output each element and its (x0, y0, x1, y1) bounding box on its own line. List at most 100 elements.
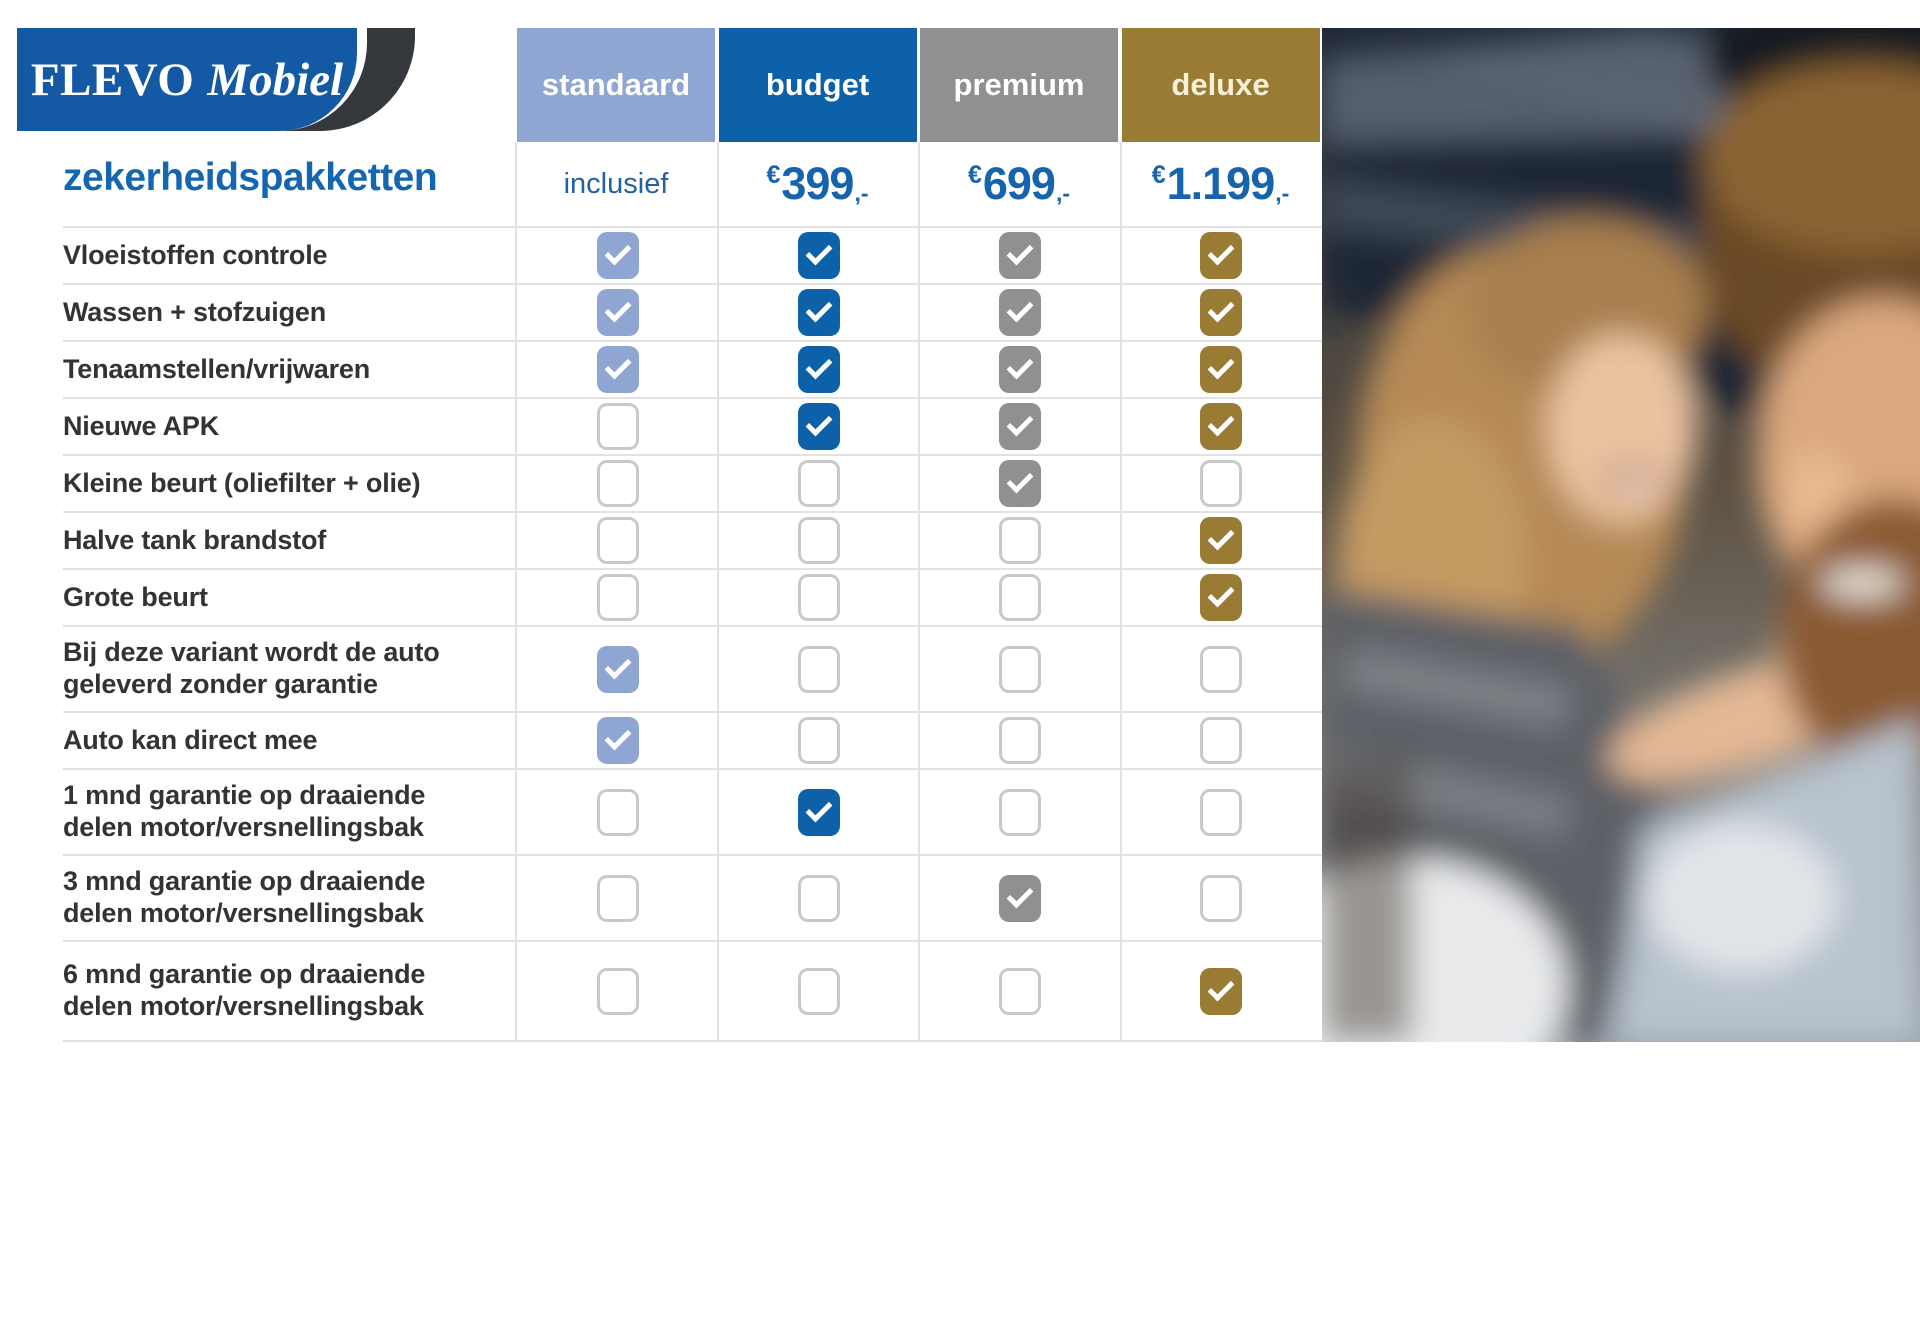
vertical-divider (918, 142, 920, 1040)
checkbox-checked-icon (998, 874, 1041, 922)
row-label: Grote beurt (63, 581, 208, 612)
checkbox-checked-icon (1199, 574, 1242, 621)
check-cell-premium (919, 403, 1120, 450)
check-cell-deluxe (1120, 517, 1321, 564)
checkbox-empty-icon (596, 967, 639, 1015)
price-suf: ,- (854, 179, 869, 206)
check-cell-standaard (517, 645, 718, 693)
check-cell-budget (718, 717, 919, 764)
table-row: Bij deze variant wordt de auto geleverd … (63, 627, 1322, 713)
checkbox-empty-icon (596, 788, 639, 836)
column-label: standaard (541, 67, 691, 102)
logo-plate: FLEVO Mobiel (17, 28, 357, 131)
checkbox-empty-icon (797, 517, 840, 564)
checkbox-checked-icon (1199, 232, 1242, 279)
checkbox-checked-icon (596, 717, 639, 764)
checkbox-checked-icon (596, 232, 639, 279)
row-label: Nieuwe APK (63, 410, 220, 441)
check-cell-premium (919, 346, 1120, 393)
row-label: Wassen + stofzuigen (63, 296, 326, 327)
checkbox-checked-icon (797, 346, 840, 393)
check-cell-budget (718, 289, 919, 336)
checkbox-checked-icon (1199, 289, 1242, 336)
checkbox-empty-icon (998, 788, 1041, 836)
table-row: 1 mnd garantie op draaiende delen motor/… (63, 770, 1322, 856)
check-cell-budget (718, 874, 919, 922)
table-row: Halve tank brandstof (63, 513, 1322, 570)
table-row: Wassen + stofzuigen (63, 285, 1322, 342)
check-cell-budget (718, 788, 919, 836)
price-standaard: inclusief (517, 142, 715, 226)
check-cell-budget (718, 232, 919, 279)
checkbox-empty-icon (596, 574, 639, 621)
price-value: €699 ,- (968, 142, 1070, 226)
check-cell-deluxe (1120, 289, 1321, 336)
check-cell-budget (718, 346, 919, 393)
checkbox-checked-icon (797, 289, 840, 336)
table-row: Nieuwe APK (63, 399, 1322, 456)
column-label: budget (765, 67, 870, 102)
checkbox-empty-icon (1199, 645, 1242, 693)
check-cell-standaard (517, 517, 718, 564)
checkbox-empty-icon (998, 645, 1041, 693)
checkbox-checked-icon (998, 346, 1041, 393)
checkbox-checked-icon (797, 232, 840, 279)
checkbox-checked-icon (998, 232, 1041, 279)
table-row: Tenaamstellen/vrijwaren (63, 342, 1322, 399)
row-label: Kleine beurt (oliefilter + olie) (63, 467, 421, 498)
check-cell-premium (919, 289, 1120, 336)
vertical-divider (1119, 142, 1122, 1040)
check-cell-standaard (517, 232, 718, 279)
price-amt: 1.199 (1166, 158, 1276, 209)
check-cell-premium (919, 574, 1120, 621)
check-cell-premium (919, 788, 1120, 836)
check-cell-deluxe (1120, 717, 1321, 764)
flevo-mobiel-logo: FLEVO Mobiel (17, 28, 415, 131)
brand-name-accent: Mobiel (207, 53, 344, 106)
check-cell-deluxe (1120, 460, 1321, 507)
check-cell-standaard (517, 289, 718, 336)
check-cell-standaard (517, 874, 718, 922)
check-cell-premium (919, 717, 1120, 764)
price-value: €399 ,- (766, 142, 868, 226)
checkbox-checked-icon (1199, 517, 1242, 564)
checkbox-checked-icon (797, 788, 840, 836)
check-cell-premium (919, 232, 1120, 279)
checkbox-empty-icon (596, 517, 639, 564)
price-premium: €699 ,- (920, 142, 1118, 226)
brand-name: FLEVO (30, 53, 195, 106)
checkbox-empty-icon (797, 874, 840, 922)
check-cell-premium (919, 517, 1120, 564)
row-label: Vloeistoffen controle (63, 239, 328, 270)
checkbox-checked-icon (1199, 403, 1242, 450)
checkbox-empty-icon (797, 460, 840, 507)
checkbox-empty-icon (596, 403, 639, 450)
checkbox-empty-icon (596, 460, 639, 507)
row-label: 1 mnd garantie op draaiende delen motor/… (63, 780, 426, 842)
check-cell-deluxe (1120, 874, 1321, 922)
couple-in-car-photo (1322, 28, 1920, 1042)
check-cell-budget (718, 517, 919, 564)
check-cell-premium (919, 874, 1120, 922)
check-cell-standaard (517, 574, 718, 621)
check-cell-premium (919, 645, 1120, 693)
check-cell-deluxe (1120, 346, 1321, 393)
check-cell-budget (718, 574, 919, 621)
check-cell-standaard (517, 967, 718, 1015)
check-cell-premium (919, 967, 1120, 1015)
row-label: Tenaamstellen/vrijwaren (63, 353, 371, 384)
price-budget: €399 ,- (719, 142, 917, 226)
check-cell-deluxe (1120, 574, 1321, 621)
table-row: Kleine beurt (oliefilter + olie) (63, 456, 1322, 513)
check-cell-standaard (517, 717, 718, 764)
checkbox-empty-icon (998, 717, 1041, 764)
checkbox-empty-icon (1199, 788, 1242, 836)
check-cell-deluxe (1120, 788, 1321, 836)
check-cell-deluxe (1120, 967, 1321, 1015)
check-cell-standaard (517, 460, 718, 507)
checkbox-empty-icon (1199, 874, 1242, 922)
page-title: zekerheidspakketten (63, 156, 438, 199)
checkbox-empty-icon (998, 967, 1041, 1015)
row-label: Halve tank brandstof (63, 524, 327, 555)
check-cell-standaard (517, 346, 718, 393)
